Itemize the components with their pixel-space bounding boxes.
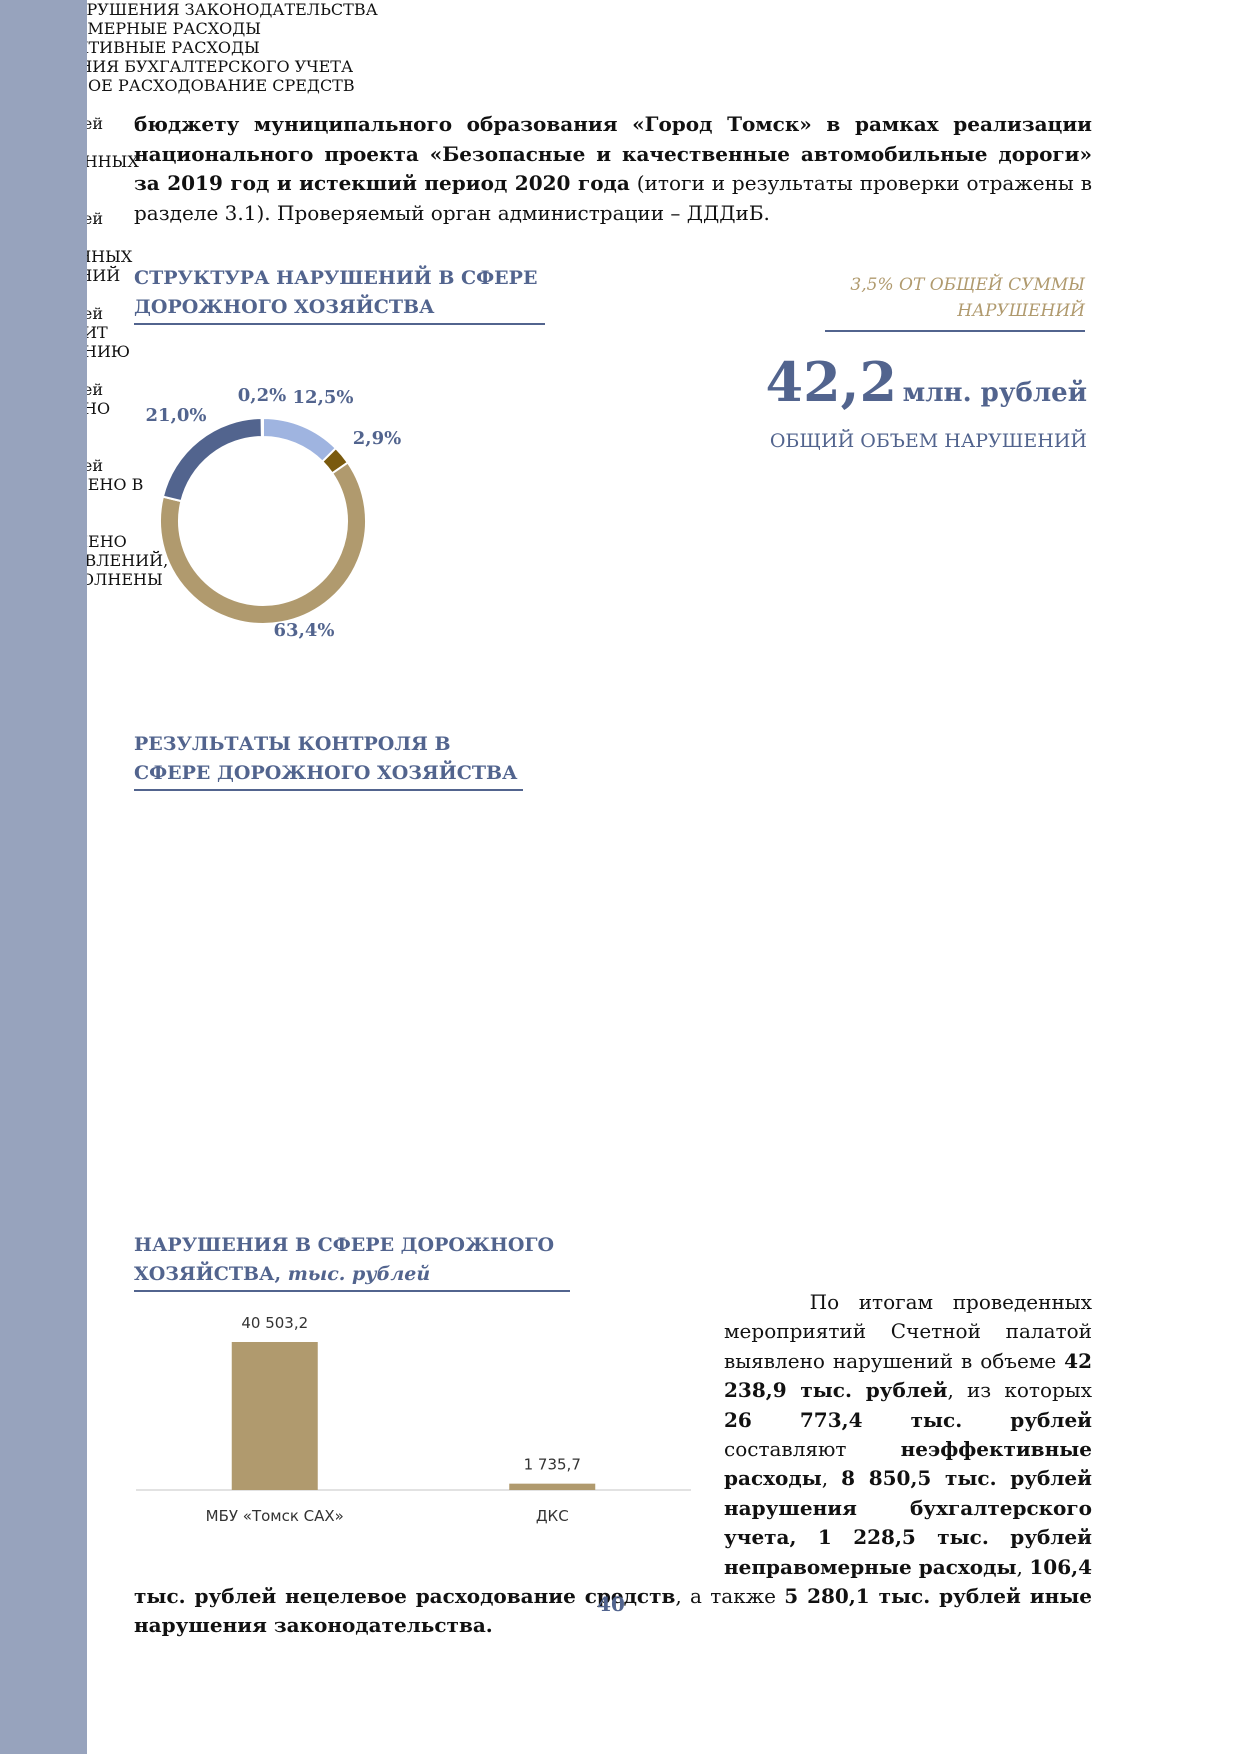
legend-item: ИНЫЕ НАРУШЕНИЯ ЗАКОНОДАТЕЛЬСТВА (0, 0, 1240, 19)
donut-segment (262, 416, 338, 464)
section-title: НАРУШЕНИЯ В СФЕРЕ ДОРОЖНОГО ХОЗЯЙСТВА, т… (134, 1231, 570, 1292)
text-run: бюджету муниципального образования «Горо… (134, 112, 1092, 195)
chart-subtitle: тыс. рублей (287, 1263, 431, 1285)
legend-label: НЕЦЕЛЕВОЕ РАСХОДОВАНИЕ СРЕДСТВ (0, 76, 355, 95)
highlight-value: 42,2 (765, 350, 898, 414)
intro-paragraph: бюджету муниципального образования «Горо… (134, 110, 1092, 228)
text-run: (итоги и результаты проверки отражены в … (134, 171, 1092, 225)
closing-paragraph: По итогам проведенных мероприятий Счетно… (134, 1288, 1092, 1641)
text-run: , (821, 1466, 842, 1491)
highlight-note: 3,5% ОТ ОБЩЕЙ СУММЫ НАРУШЕНИЙ (825, 272, 1085, 332)
legend-label: ИНЫЕ НАРУШЕНИЯ ЗАКОНОДАТЕЛЬСТВА (0, 0, 378, 19)
float-spacer (134, 1288, 724, 1553)
highlight-total: 42,2 млн. рублей (650, 350, 1087, 414)
x-tick-label: МБУ «Томск САХ» (206, 1507, 344, 1525)
donut-segment (161, 416, 263, 503)
text-run: 42 238,9 тыс. рублей (724, 1348, 1092, 1403)
donut-segment (260, 416, 264, 439)
data-label: 2,9% (353, 428, 401, 449)
legend-label: НАРУШЕНИЯ БУХГАЛТЕРСКОГО УЧЕТА (0, 57, 354, 76)
chart-title: НАРУШЕНИЯ В СФЕРЕ ДОРОЖНОГО ХОЗЯЙСТВА, (134, 1234, 555, 1285)
donut-segment (159, 461, 367, 625)
data-label: 21,0% (146, 405, 207, 426)
legend-item: НАРУШЕНИЯ БУХГАЛТЕРСКОГО УЧЕТА (0, 57, 1240, 76)
highlight-unit: млн. рублей (902, 378, 1087, 408)
highlight-label: ОБЩИЙ ОБЪЕМ НАРУШЕНИЙ (769, 430, 1087, 452)
legend-item: НЕЦЕЛЕВОЕ РАСХОДОВАНИЕ СРЕДСТВ (0, 76, 1240, 95)
text-run: , (1016, 1554, 1030, 1579)
section-title: СТРУКТУРА НАРУШЕНИЙ В СФЕРЕ ДОРОЖНОГО ХО… (134, 264, 545, 325)
text-run: , из которых (947, 1378, 1092, 1403)
data-label: 1 735,7 (524, 1456, 581, 1474)
text-run: 5 280,1 тыс. рублей иные нарушения закон… (134, 1584, 1092, 1638)
text-run: 26 773,4 тыс. рублей (724, 1407, 1092, 1432)
sidebar (0, 0, 87, 1754)
data-label: 40 503,2 (241, 1314, 308, 1332)
text-run: По итогам проведенных мероприятий Счетно… (724, 1290, 1093, 1373)
text-run: 8 850,5 тыс. рублей нарушения бухгалтерс… (724, 1466, 1092, 1579)
data-label: 0,2% (238, 385, 286, 406)
data-label: 12,5% (293, 387, 354, 408)
text-run: 106,4 тыс. рублей нецелевое расходование… (134, 1554, 1093, 1609)
bar (509, 1483, 596, 1490)
bar (231, 1342, 318, 1490)
text-run: неэффективные расходы (724, 1437, 1092, 1491)
text-run: , а также (675, 1584, 785, 1609)
legend: ИНЫЕ НАРУШЕНИЯ ЗАКОНОДАТЕЛЬСТВА НЕПРАВОМЕ… (0, 0, 1240, 95)
section-title: РЕЗУЛЬТАТЫ КОНТРОЛЯ В СФЕРЕ ДОРОЖНОГО ХО… (134, 730, 523, 791)
text-run: составляют (724, 1437, 901, 1462)
data-label: 63,4% (274, 620, 335, 641)
x-tick-label: ДКС (536, 1507, 569, 1525)
page-number: 40 (597, 1592, 625, 1616)
